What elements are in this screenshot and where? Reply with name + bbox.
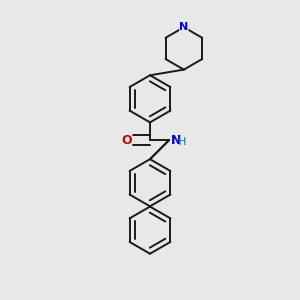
Text: O: O (121, 134, 132, 146)
Text: H: H (177, 136, 186, 146)
Text: N: N (171, 134, 181, 146)
Text: N: N (179, 22, 188, 32)
